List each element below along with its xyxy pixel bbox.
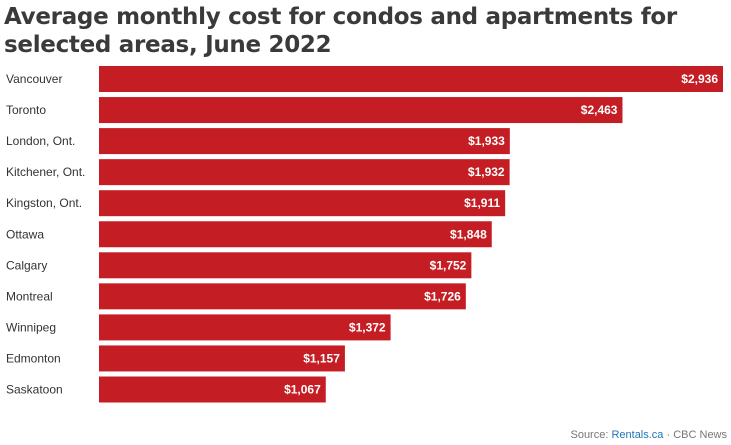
category-label: Kitchener, Ont. [6, 165, 85, 179]
source-note: Source: Rentals.ca · CBC News [570, 429, 727, 441]
category-label: Calgary [6, 258, 47, 272]
category-label: Saskatoon [6, 383, 63, 397]
bar[interactable] [99, 252, 472, 279]
bar-value-label: $1,726 [424, 289, 461, 303]
bar[interactable] [99, 314, 391, 341]
category-label: Kingston, Ont. [6, 196, 82, 210]
bars-layer: Vancouver $2,936 Toronto $2,463 London, Ont.… [6, 66, 723, 403]
category-label: Montreal [6, 289, 53, 303]
category-label: London, Ont. [6, 134, 75, 148]
category-label: Edmonton [6, 351, 61, 365]
source-prefix: Source: [570, 429, 612, 441]
bar[interactable] [99, 283, 466, 310]
bar-value-label: $1,372 [349, 320, 386, 334]
bar-value-label: $2,936 [681, 72, 718, 86]
bar-value-label: $2,463 [581, 103, 618, 117]
bar-value-label: $1,911 [464, 196, 500, 210]
category-label: Vancouver [6, 72, 62, 86]
bar[interactable] [99, 97, 623, 124]
bar[interactable] [99, 190, 506, 217]
bar[interactable] [99, 376, 326, 403]
category-label: Ottawa [6, 227, 44, 241]
bar[interactable] [99, 345, 345, 372]
category-label: Toronto [6, 103, 46, 117]
bar[interactable] [99, 66, 723, 92]
bar-value-label: $1,067 [284, 383, 321, 397]
category-label: Winnipeg [6, 320, 56, 334]
bar-value-label: $1,157 [303, 351, 340, 365]
bar-value-label: $1,752 [430, 258, 467, 272]
bar[interactable] [99, 128, 510, 155]
source-suffix: · CBC News [663, 429, 727, 441]
chart-title: Average monthly cost for condos and apar… [4, 4, 677, 58]
source-link[interactable]: Rentals.ca [611, 429, 664, 441]
bar-value-label: $1,848 [450, 227, 487, 241]
bar[interactable] [99, 221, 492, 248]
bar[interactable] [99, 159, 510, 186]
bar-value-label: $1,933 [468, 134, 505, 148]
bar-value-label: $1,932 [468, 165, 505, 179]
